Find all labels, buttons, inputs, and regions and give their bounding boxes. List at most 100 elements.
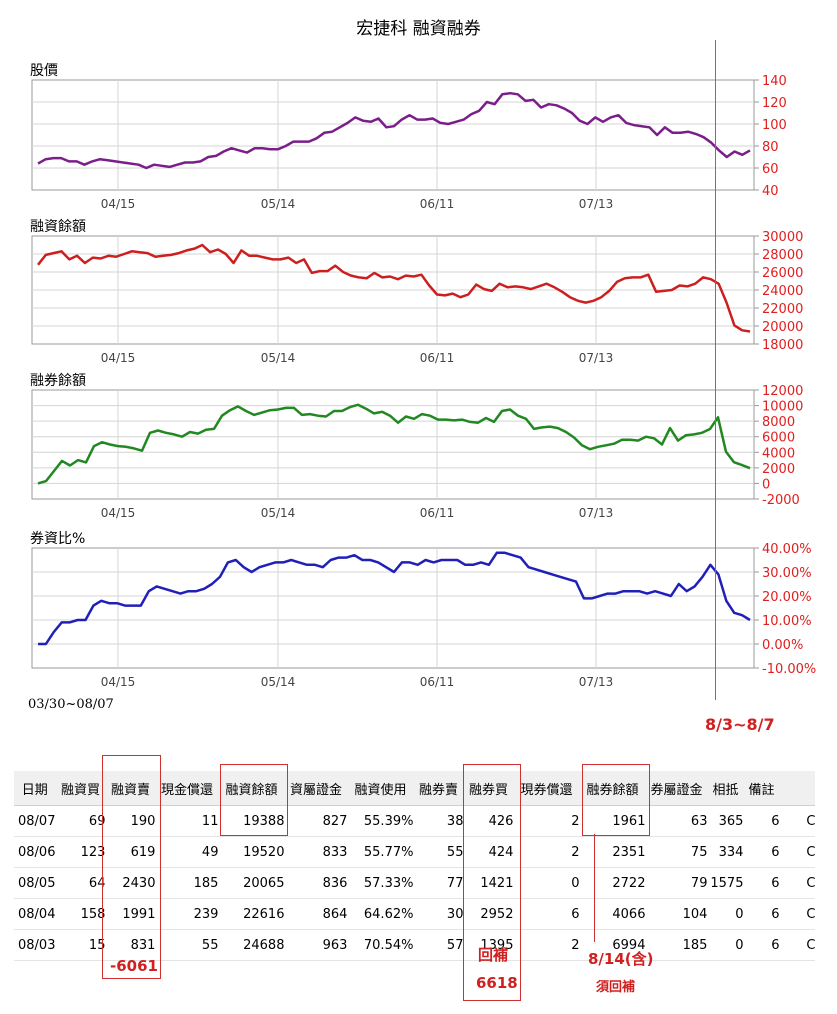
table-cell: 1395 xyxy=(463,929,514,961)
table-cell: 64.62% xyxy=(347,898,414,930)
table-cell: 190 xyxy=(105,805,156,837)
table-header-row: 日期 融資買 融資賣 現金償還 融資餘額 資屬證金 融資使用 融券賣 融券買 現… xyxy=(14,771,816,806)
y-tick-label: 20.00% xyxy=(762,590,812,605)
table-cell: 08/05 xyxy=(14,867,56,899)
header-margin-buy: 融資買 xyxy=(55,771,106,806)
table-cell: C xyxy=(779,929,816,961)
table-cell: 0 xyxy=(513,867,580,899)
table-cell: 104 xyxy=(645,898,708,930)
x-tick-label: 07/13 xyxy=(579,506,614,520)
table-cell: 833 xyxy=(284,836,348,868)
table-cell: 6 xyxy=(743,805,780,837)
table-cell: 11 xyxy=(155,805,219,837)
y-tick-label: 0 xyxy=(762,477,770,492)
y-tick-label: 120 xyxy=(762,96,787,111)
x-tick-label: 05/14 xyxy=(261,197,296,211)
x-tick-label: 06/11 xyxy=(420,675,455,689)
period-annotation: 8/3~8/7 xyxy=(705,715,775,734)
y-tick-label: 8000 xyxy=(762,415,795,430)
x-tick-label: 06/11 xyxy=(420,506,455,520)
table-cell: 38 xyxy=(413,805,464,837)
y-tick-label: 4000 xyxy=(762,446,795,461)
table-cell: 79 xyxy=(645,867,708,899)
table-cell: 2 xyxy=(513,929,580,961)
deadline-connector xyxy=(594,834,595,942)
short-balance-highlight xyxy=(582,764,650,836)
series-line xyxy=(38,551,751,646)
table-cell: 08/07 xyxy=(14,805,56,837)
table-cell: C xyxy=(779,836,816,868)
y-tick-label: 0.00% xyxy=(762,638,803,653)
panel-title: 融券餘額 xyxy=(30,372,86,389)
table-cell: 08/06 xyxy=(14,836,56,868)
table-cell: 2430 xyxy=(105,867,156,899)
marker-line xyxy=(715,40,716,700)
table-row: 08/04 158 1991 239 22616 864 64.62% 30 2952 6 4066… xyxy=(14,898,816,930)
header-margin-finance: 資屬證金 xyxy=(284,771,348,806)
table-cell: 239 xyxy=(155,898,219,930)
y-tick-label: 2000 xyxy=(762,462,795,477)
header-short-finance: 券屬證金 xyxy=(645,771,708,806)
table-cell: 424 xyxy=(463,836,514,868)
deadline-annotation: 8/14(含) xyxy=(588,950,654,968)
table-cell: 158 xyxy=(55,898,106,930)
x-tick-label: 04/15 xyxy=(101,506,136,520)
table-row: 08/07 69 190 11 19388 827 55.39% 38 426 2 1961 63 36… xyxy=(14,805,816,837)
table-cell: 619 xyxy=(105,836,156,868)
margin-balance-highlight xyxy=(220,764,288,836)
table-cell: 0 xyxy=(707,898,744,930)
header-short-balance: 融券餘額 xyxy=(579,771,646,806)
table-cell: 6 xyxy=(743,836,780,868)
chart-title: 宏捷科 融資融券 xyxy=(356,19,481,39)
table-cell: 123 xyxy=(55,836,106,868)
table-cell: 426 xyxy=(463,805,514,837)
table-cell: 19520 xyxy=(218,836,285,868)
short-cover-total: 6618 xyxy=(476,974,518,992)
x-tick-label: 04/15 xyxy=(101,675,136,689)
short-cover-label: 回補 xyxy=(478,946,509,964)
header-extra xyxy=(779,771,816,806)
y-tick-label: 30000 xyxy=(762,230,803,245)
table-cell: 77 xyxy=(413,867,464,899)
x-tick-label: 05/14 xyxy=(261,351,296,365)
table-cell: 64 xyxy=(55,867,106,899)
margin-sell-highlight xyxy=(102,755,161,979)
table-cell: 1991 xyxy=(105,898,156,930)
y-tick-label: 26000 xyxy=(762,266,803,281)
short-buy-highlight xyxy=(463,764,521,1001)
table-cell: 49 xyxy=(155,836,219,868)
panel-1: 30000 28000 26000 24000 22000 20000 18000 04/15… xyxy=(30,218,803,365)
table-cell: 2351 xyxy=(579,836,646,868)
header-date: 日期 xyxy=(14,771,56,806)
y-tick-label: 140 xyxy=(762,74,787,89)
charts-area: 140 120 100 80 60 40 04/15 05/14 06/11 07/13 股價 300… xyxy=(30,62,816,689)
header-margin-sell: 融資賣 xyxy=(105,771,156,806)
table-cell: 2 xyxy=(513,836,580,868)
y-tick-label: 12000 xyxy=(762,384,803,399)
table-cell: 70.54% xyxy=(347,929,414,961)
table-cell: 2952 xyxy=(463,898,514,930)
table-cell: 55 xyxy=(155,929,219,961)
table-cell: 6 xyxy=(743,929,780,961)
table-cell: 69 xyxy=(55,805,106,837)
x-tick-label: 07/13 xyxy=(579,197,614,211)
x-tick-label: 05/14 xyxy=(261,675,296,689)
table-cell: 6 xyxy=(513,898,580,930)
table-cell: 19388 xyxy=(218,805,285,837)
panel-title: 券資比% xyxy=(30,531,85,547)
table-cell: 08/03 xyxy=(14,929,56,961)
must-cover-annotation: 須回補 xyxy=(596,980,636,995)
table-cell: 864 xyxy=(284,898,348,930)
y-tick-label: 10.00% xyxy=(762,614,812,629)
y-tick-label: 40 xyxy=(762,184,779,199)
table-cell: 6 xyxy=(743,867,780,899)
x-tick-label: 07/13 xyxy=(579,675,614,689)
table-cell: 57 xyxy=(413,929,464,961)
header-margin-usage: 融資使用 xyxy=(347,771,414,806)
series-line xyxy=(37,243,751,333)
y-tick-label: 6000 xyxy=(762,431,795,446)
panel-3: 40.00% 30.00% 20.00% 10.00% 0.00% -10.00% 04/1… xyxy=(30,531,816,689)
header-margin-balance: 融資餘額 xyxy=(218,771,285,806)
y-tick-label: 24000 xyxy=(762,284,803,299)
